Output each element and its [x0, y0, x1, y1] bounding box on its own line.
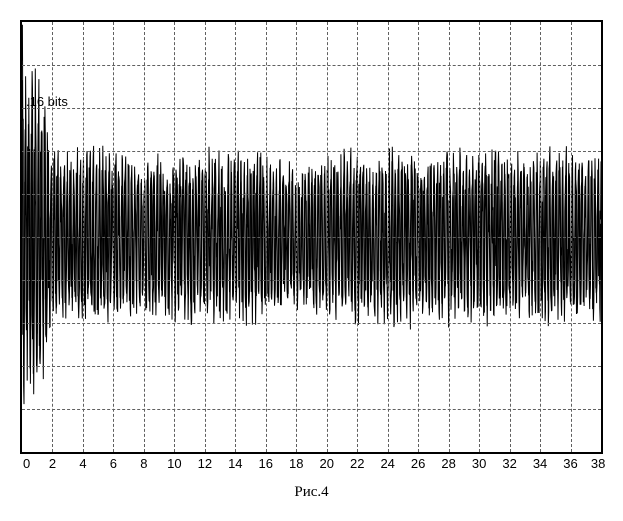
x-tick-label: 14 [228, 456, 242, 471]
x-tick-label: 38 [591, 456, 605, 471]
grid-line-vertical [327, 22, 328, 452]
grid-line-vertical [479, 22, 480, 452]
x-tick-label: 2 [49, 456, 56, 471]
grid-line-vertical [144, 22, 145, 452]
x-tick-label: 28 [441, 456, 455, 471]
grid-line-vertical [357, 22, 358, 452]
figure-caption: Рис.4 [20, 484, 603, 501]
grid-line-vertical [113, 22, 114, 452]
x-tick-label: 32 [502, 456, 516, 471]
x-tick-label: 22 [350, 456, 364, 471]
x-tick-label: 10 [167, 456, 181, 471]
grid-line-horizontal-minor [22, 108, 601, 109]
grid-line-horizontal-minor [22, 366, 601, 367]
grid-line-vertical [266, 22, 267, 452]
oscilloscope-chart: .16 bits [20, 20, 603, 454]
chart-plot-area: .16 bits [22, 22, 601, 452]
x-tick-label: 4 [79, 456, 86, 471]
grid-line-horizontal [22, 237, 601, 238]
grid-line-vertical [296, 22, 297, 452]
x-tick-label: 0 [23, 456, 30, 471]
bits-label: .16 bits [26, 94, 68, 109]
grid-line-horizontal [22, 151, 601, 152]
grid-line-horizontal-minor [22, 280, 601, 281]
grid-line-vertical [52, 22, 53, 452]
grid-line-vertical [510, 22, 511, 452]
x-tick-label: 18 [289, 456, 303, 471]
x-tick-label: 6 [110, 456, 117, 471]
x-tick-label: 20 [320, 456, 334, 471]
x-tick-label: 30 [472, 456, 486, 471]
grid-line-vertical [235, 22, 236, 452]
grid-line-vertical [388, 22, 389, 452]
x-tick-label: 34 [533, 456, 547, 471]
grid-line-horizontal [22, 323, 601, 324]
x-tick-label: 8 [140, 456, 147, 471]
grid-line-vertical [83, 22, 84, 452]
grid-line-vertical [449, 22, 450, 452]
x-tick-label: 36 [563, 456, 577, 471]
x-tick-label: 12 [198, 456, 212, 471]
grid-line-vertical [571, 22, 572, 452]
x-axis: 02468101214161820222426283032343638 [20, 454, 603, 476]
grid-line-vertical [540, 22, 541, 452]
grid-line-vertical [205, 22, 206, 452]
grid-line-vertical [174, 22, 175, 452]
grid-line-vertical [418, 22, 419, 452]
figure-container: .16 bits 0246810121416182022242628303234… [20, 20, 603, 501]
x-tick-label: 24 [380, 456, 394, 471]
x-tick-label: 16 [259, 456, 273, 471]
grid-line-horizontal [22, 409, 601, 410]
x-tick-label: 26 [411, 456, 425, 471]
grid-line-horizontal [22, 65, 601, 66]
grid-line-horizontal-minor [22, 194, 601, 195]
